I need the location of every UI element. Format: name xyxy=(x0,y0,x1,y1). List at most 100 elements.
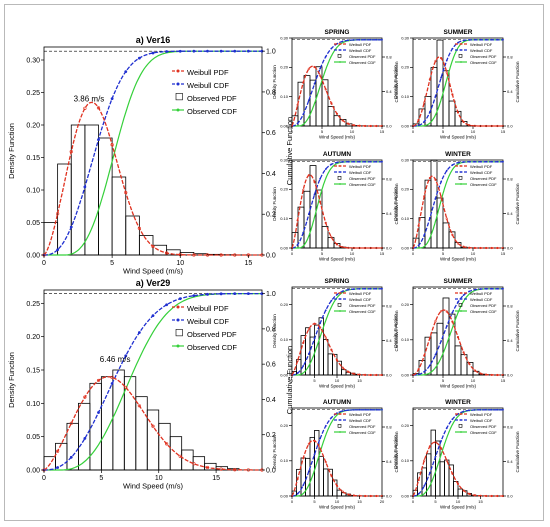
pdf-marker xyxy=(302,81,305,84)
histogram-bar xyxy=(448,464,454,497)
pdf-marker xyxy=(490,494,493,498)
legend-label: Weibull PDF xyxy=(349,42,372,47)
pdf-marker xyxy=(440,310,443,313)
x-tick-label: 5 xyxy=(99,475,103,482)
chart-panel-ver29: 0 5 10 15 0.00 0.05 0.10 0.15 0.20 0.25 0.0 0.2 0.4 0… xyxy=(7,278,294,491)
pdf-marker xyxy=(352,372,355,375)
cdf-marker xyxy=(124,354,128,358)
pdf-marker xyxy=(375,494,378,498)
weibull-pdf-line xyxy=(291,323,382,376)
cdf-marker xyxy=(358,38,361,41)
cdf-marker xyxy=(479,408,482,411)
histogram-bar xyxy=(181,449,194,471)
legend-label: Observed PDF xyxy=(349,54,376,59)
legend-marker xyxy=(460,431,462,433)
y-tick-label: 0.20 xyxy=(280,423,289,428)
mean-speed-annotation: 6.46 m/s xyxy=(100,355,131,364)
pdf-marker xyxy=(341,119,344,122)
weibull-pdf-line xyxy=(291,174,382,249)
cdf-marker xyxy=(246,292,250,296)
legend-label: Weibull PDF xyxy=(349,412,372,417)
x-tick-label: 15 xyxy=(501,251,506,256)
y-axis-label: Density Function xyxy=(393,65,398,99)
pdf-marker xyxy=(358,124,361,127)
histogram-bar xyxy=(448,313,456,376)
cdf-marker xyxy=(423,485,426,487)
pdf-marker xyxy=(479,124,482,128)
x-tick-label: 15 xyxy=(212,475,220,482)
pdf-marker xyxy=(96,106,101,110)
cdf-marker xyxy=(457,41,459,44)
pdf-marker xyxy=(296,219,299,222)
histogram-bar xyxy=(341,369,347,376)
cdf-marker xyxy=(364,408,367,411)
pdf-marker xyxy=(307,442,310,445)
histogram-bar xyxy=(100,376,114,471)
x-tick-label: 10 xyxy=(471,129,476,134)
pdf-marker xyxy=(335,243,339,246)
y-tick-label: 0.10 xyxy=(401,216,410,221)
cdf-marker xyxy=(56,466,60,469)
cdf-marker xyxy=(151,51,155,55)
pdf-marker xyxy=(468,124,471,127)
legend-label: Observed CDF xyxy=(470,60,497,65)
chart-panel-ver29-spring: 0 5 10 15 0.00 0.10 0.20 0.0 0.4 0.8 SPRING Wind Sp… xyxy=(272,278,399,388)
pdf-marker xyxy=(479,372,482,375)
pdf-marker xyxy=(319,74,322,77)
x-tick-label: 5 xyxy=(313,499,316,504)
legend-label: Observed PDF xyxy=(349,424,376,429)
cdf-marker xyxy=(490,160,493,163)
cdf-marker xyxy=(307,99,310,102)
y-tick-label: 0.30 xyxy=(26,57,40,64)
y2-tick-label: 1.0 xyxy=(266,291,276,298)
cdf-marker xyxy=(381,38,383,41)
pdf-marker xyxy=(205,465,210,470)
x-tick-label: 10 xyxy=(176,260,184,267)
observed-cdf-line xyxy=(44,293,262,471)
x-tick-label: 5 xyxy=(321,251,324,256)
x-axis-label: Wind Speed (m/s) xyxy=(440,256,477,261)
cdf-marker xyxy=(341,290,344,293)
cdf-marker xyxy=(307,213,310,215)
histogram-bar xyxy=(439,461,445,497)
y2-tick-label: 0.0 xyxy=(386,123,392,128)
pdf-marker xyxy=(69,149,73,154)
plot-area xyxy=(43,46,263,256)
cdf-marker xyxy=(137,56,141,60)
y-tick-label: 0.20 xyxy=(401,187,410,192)
pdf-marker xyxy=(219,253,223,257)
y-tick-label: 0.25 xyxy=(26,90,40,97)
pdf-marker xyxy=(417,118,420,121)
cdf-marker xyxy=(364,287,367,290)
y-tick-label: 0.20 xyxy=(280,65,289,70)
cdf-marker xyxy=(445,427,448,429)
pdf-marker xyxy=(417,368,420,371)
y-tick-label: 0.00 xyxy=(401,245,410,250)
histogram-bar xyxy=(327,106,335,127)
legend-label: Weibull PDF xyxy=(470,291,493,296)
pdf-marker xyxy=(192,462,196,466)
cdf-marker xyxy=(110,97,114,100)
cdf-marker xyxy=(97,411,100,414)
legend-marker xyxy=(460,165,462,167)
y-axis-label: Density Function xyxy=(272,187,277,221)
pdf-marker xyxy=(451,233,454,236)
cdf-marker xyxy=(468,409,471,412)
x-tick-label: 0 xyxy=(291,129,294,134)
cdf-marker xyxy=(56,248,60,252)
cdf-marker xyxy=(219,49,223,53)
x-tick-label: 10 xyxy=(350,251,355,256)
histogram-bar xyxy=(318,455,324,497)
cdf-marker xyxy=(313,83,316,85)
legend-label: Weibull CDF xyxy=(187,81,229,90)
y2-tick-label: 0.8 xyxy=(507,54,513,59)
x-tick-label: 20 xyxy=(380,499,385,504)
weibull-pdf-line xyxy=(412,175,503,249)
legend-marker xyxy=(460,298,462,300)
cdf-marker xyxy=(302,113,305,116)
pdf-marker xyxy=(246,468,250,472)
weibull-cdf-line xyxy=(44,50,262,256)
pdf-marker xyxy=(110,375,114,380)
y2-tick-label: 0.0 xyxy=(507,245,513,250)
